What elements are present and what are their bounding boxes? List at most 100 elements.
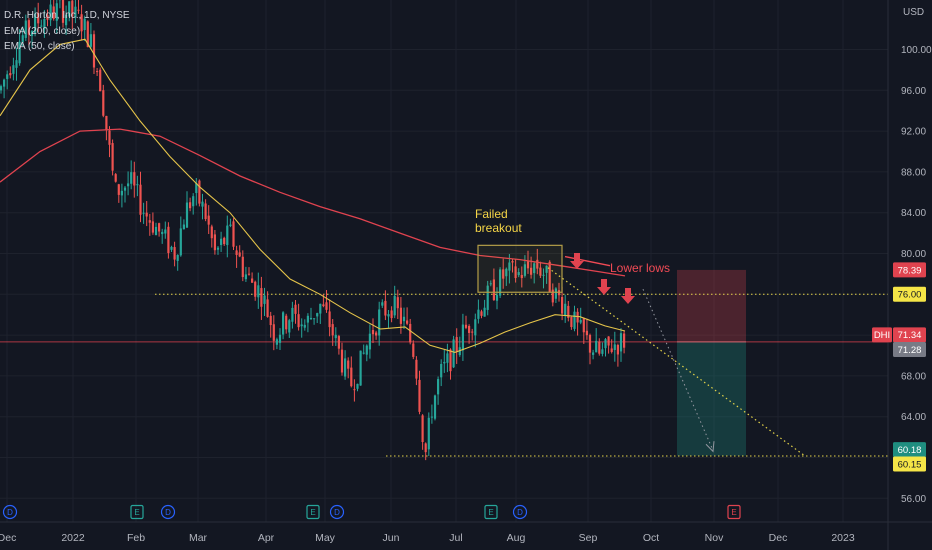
candle-body xyxy=(585,330,588,336)
candle-body xyxy=(353,389,356,391)
earnings-marker[interactable] xyxy=(727,504,741,520)
candle-body xyxy=(145,212,148,217)
candle-body xyxy=(412,343,415,357)
candle-body xyxy=(325,302,328,310)
lower-lows-underline[interactable] xyxy=(564,255,611,267)
candle-body xyxy=(46,15,49,20)
ema-50-legend: EMA (50, close) xyxy=(4,41,75,52)
time-tick-label: Jul xyxy=(449,532,462,544)
candle-body xyxy=(99,69,102,92)
candle-body xyxy=(514,266,517,279)
candle-body xyxy=(607,336,610,346)
candle-body xyxy=(34,13,37,34)
candle-body xyxy=(520,274,523,279)
candle-body xyxy=(189,202,192,209)
horizontal-levels xyxy=(0,293,888,457)
candle-body xyxy=(393,295,396,316)
candle-body xyxy=(548,261,551,293)
breakout-box[interactable] xyxy=(477,244,563,293)
candle-body xyxy=(96,71,99,73)
candle-body xyxy=(142,212,145,214)
earnings-marker[interactable] xyxy=(130,504,144,520)
candle-body xyxy=(61,0,65,23)
price-badge xyxy=(893,286,926,302)
candle-body xyxy=(37,12,40,24)
candle-body xyxy=(182,224,185,230)
stop-loss-zone[interactable] xyxy=(677,269,746,342)
candle-body xyxy=(502,269,505,279)
candle-body xyxy=(176,255,179,261)
candle-body xyxy=(282,312,285,335)
ema-200-legend: EMA (200, close) xyxy=(4,26,80,37)
candle-body xyxy=(254,281,257,297)
candle-body xyxy=(257,285,260,298)
price-tick-label: 68.00 xyxy=(901,371,926,382)
candle-body xyxy=(542,274,545,276)
candle-body xyxy=(43,18,46,30)
candle-body xyxy=(260,288,263,307)
time-axis[interactable]: Dec 2022 Feb Mar Apr May Jun Jul Aug Sep Oct Nov Dec… xyxy=(0,521,932,544)
candle-body xyxy=(232,221,235,247)
candle-body xyxy=(0,86,3,91)
candle-body xyxy=(539,267,542,276)
candle-body xyxy=(300,324,303,327)
candle-body xyxy=(204,203,207,220)
arrow-shaft xyxy=(625,288,631,297)
candle-body xyxy=(55,3,58,21)
candle-body xyxy=(238,252,241,257)
candle-body xyxy=(297,314,300,328)
candle-body xyxy=(164,229,167,234)
candle-body xyxy=(198,180,201,204)
candle-body xyxy=(210,226,213,239)
candle-body xyxy=(201,201,204,207)
time-tick-label: Feb xyxy=(127,532,145,544)
candle-body xyxy=(322,304,325,307)
price-tick-label: 56.00 xyxy=(901,494,926,505)
dividend-marker[interactable] xyxy=(2,504,18,520)
candle-body xyxy=(102,90,105,116)
candle-body xyxy=(83,18,86,31)
candle-body xyxy=(291,307,294,322)
trend-drawings[interactable] xyxy=(477,244,806,457)
short-position-tool[interactable] xyxy=(677,269,746,456)
candle-body xyxy=(384,300,387,316)
candle-body xyxy=(316,313,319,317)
candle-body xyxy=(526,261,530,269)
candle-body xyxy=(92,34,96,68)
candle-body xyxy=(511,261,514,263)
candle-body xyxy=(437,379,440,395)
candle-body xyxy=(77,9,80,11)
price-badge-text: 60.18 xyxy=(898,445,922,456)
dividend-marker[interactable] xyxy=(160,504,176,520)
candle-body xyxy=(244,274,247,280)
candle-body xyxy=(130,172,133,184)
candle-body xyxy=(24,20,27,38)
arrow-head xyxy=(597,287,611,295)
candle-body xyxy=(65,14,68,26)
candle-body xyxy=(337,336,340,349)
candle-body xyxy=(570,316,573,328)
earnings-marker[interactable] xyxy=(306,504,320,520)
descending-trendline[interactable] xyxy=(547,267,806,457)
candle-body xyxy=(247,273,251,275)
candle-body xyxy=(461,324,464,351)
event-marker-label: D xyxy=(517,508,523,517)
candle-body xyxy=(505,268,508,277)
candle-body xyxy=(120,190,123,196)
candle-body xyxy=(619,333,623,352)
arrow-head xyxy=(570,261,584,269)
candle-body xyxy=(523,264,526,276)
candle-body xyxy=(213,234,216,251)
candle-body xyxy=(573,311,576,329)
candle-body xyxy=(158,223,161,232)
dividend-marker[interactable] xyxy=(512,504,528,520)
earnings-marker[interactable] xyxy=(484,504,498,520)
candle-body xyxy=(288,320,291,333)
chart-legend: D.R. Horton, Inc., 1D, NYSE EMA (200, cl… xyxy=(4,10,130,52)
time-tick-label: Oct xyxy=(643,532,659,544)
dividend-marker[interactable] xyxy=(329,504,345,520)
take-profit-zone[interactable] xyxy=(677,341,746,456)
candle-body xyxy=(21,35,24,43)
